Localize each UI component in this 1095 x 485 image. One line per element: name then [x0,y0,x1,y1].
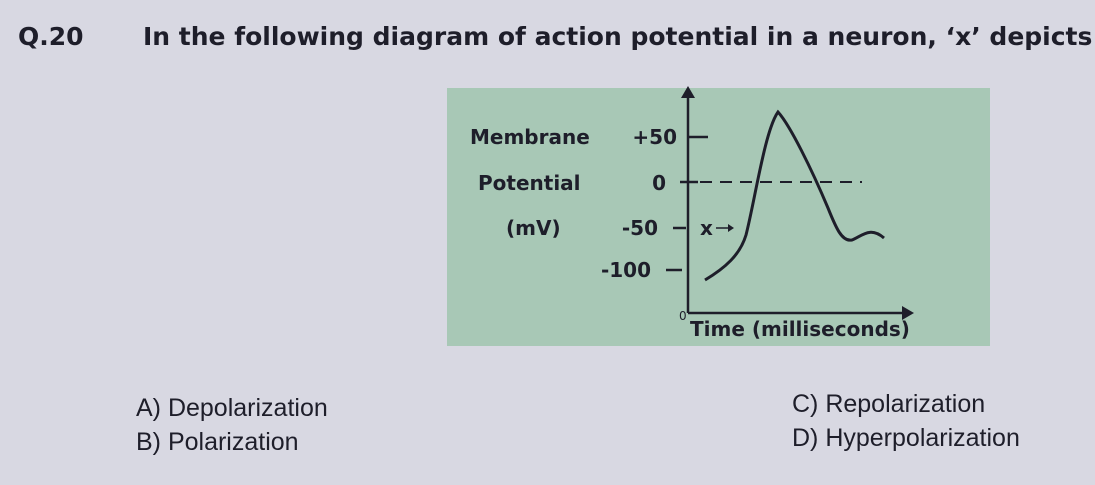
marker-label: x [700,216,713,240]
y-tick-label: -100 [601,258,651,282]
option[interactable]: A) Depolarization [136,394,328,422]
y-tick-label: 0 [652,171,666,195]
y-axis-arrow [681,86,695,98]
diagram-background [447,88,990,346]
axes [666,96,905,315]
question-number: Q.20 [18,22,84,51]
x-axis-arrow [902,306,914,320]
y-axis-label: Potential [478,171,581,195]
y-tick-label: +50 [632,125,677,149]
option[interactable]: B) Polarization [136,428,299,456]
marker-arrowhead [728,224,734,232]
action-potential-curve [704,109,885,282]
y-axis-label: Membrane [470,125,590,149]
x-axis-label: Time (milliseconds) [690,317,910,341]
origin-label: 0 [679,309,687,323]
y-tick-label: -50 [622,216,658,240]
option[interactable]: C) Repolarization [792,390,985,418]
option[interactable]: D) Hyperpolarization [792,424,1020,452]
y-axis-label: (mV) [506,216,561,240]
question-text: In the following diagram of action poten… [143,22,1095,51]
